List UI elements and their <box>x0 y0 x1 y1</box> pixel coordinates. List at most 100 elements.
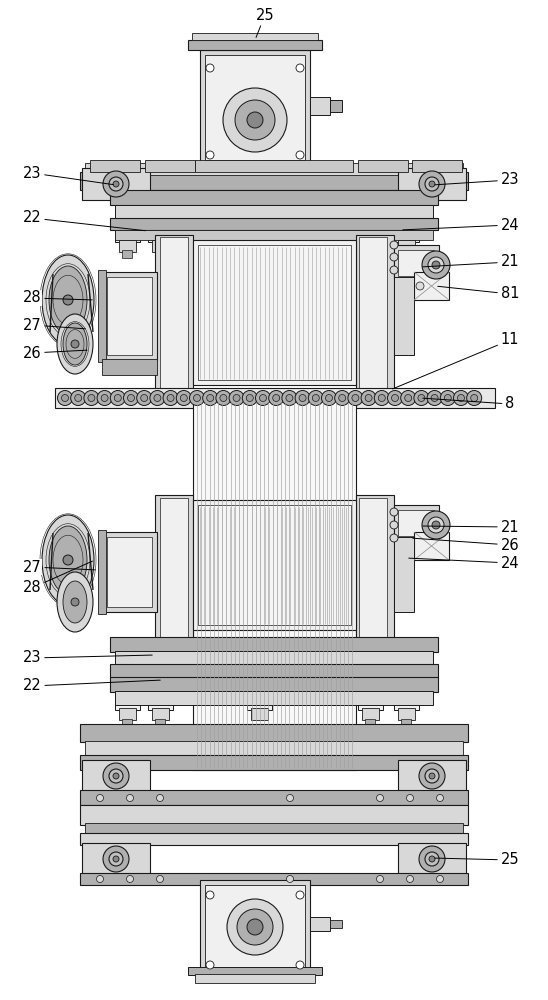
Bar <box>394 245 439 280</box>
Circle shape <box>255 390 271 406</box>
Circle shape <box>365 394 372 401</box>
Text: 28: 28 <box>22 561 93 595</box>
Bar <box>394 505 439 540</box>
Circle shape <box>429 856 435 862</box>
Circle shape <box>167 394 174 401</box>
Circle shape <box>136 390 152 406</box>
Circle shape <box>273 394 279 401</box>
Circle shape <box>223 88 287 152</box>
Bar <box>80 833 468 845</box>
Circle shape <box>109 177 123 191</box>
Bar <box>82 760 150 792</box>
Circle shape <box>339 394 346 401</box>
Bar <box>148 220 173 242</box>
Text: 23: 23 <box>435 172 520 188</box>
Text: 8: 8 <box>423 396 515 412</box>
Circle shape <box>63 555 73 565</box>
Circle shape <box>422 511 450 539</box>
Bar <box>98 530 106 614</box>
Bar <box>85 163 463 175</box>
Circle shape <box>390 266 398 274</box>
Bar <box>145 160 195 172</box>
Circle shape <box>427 390 442 406</box>
Bar <box>394 277 414 355</box>
Circle shape <box>287 794 294 802</box>
Bar <box>115 651 433 665</box>
Circle shape <box>150 390 165 406</box>
Circle shape <box>312 394 319 401</box>
Circle shape <box>471 394 478 401</box>
Bar <box>155 719 165 727</box>
Bar <box>90 160 140 172</box>
Bar <box>394 220 419 242</box>
Circle shape <box>242 390 258 406</box>
Bar <box>115 220 140 242</box>
Circle shape <box>374 390 389 406</box>
Circle shape <box>246 394 253 401</box>
Circle shape <box>422 251 450 279</box>
Text: 25: 25 <box>435 852 520 867</box>
Text: 26: 26 <box>22 346 87 360</box>
Bar <box>394 688 419 710</box>
Bar <box>401 250 411 258</box>
Circle shape <box>428 517 444 533</box>
Circle shape <box>63 295 73 305</box>
Circle shape <box>286 394 293 401</box>
Circle shape <box>440 390 455 406</box>
Circle shape <box>432 261 440 269</box>
Bar <box>195 974 315 983</box>
Bar <box>80 805 468 825</box>
Circle shape <box>437 794 443 802</box>
Circle shape <box>437 876 443 882</box>
Bar <box>251 708 268 720</box>
Bar <box>80 790 468 805</box>
Text: 21: 21 <box>423 520 520 534</box>
Circle shape <box>414 390 429 406</box>
Text: 22: 22 <box>22 678 160 694</box>
Bar <box>115 691 433 705</box>
Text: 23: 23 <box>23 650 152 666</box>
Bar <box>155 235 193 395</box>
Circle shape <box>207 394 214 401</box>
Bar <box>85 823 463 835</box>
Bar <box>401 719 411 727</box>
Bar <box>122 250 132 258</box>
Circle shape <box>220 394 227 401</box>
Bar <box>398 168 466 200</box>
Bar <box>247 220 272 242</box>
Bar <box>110 218 438 230</box>
Circle shape <box>128 394 134 401</box>
Bar <box>160 498 188 637</box>
Bar <box>412 160 462 172</box>
Bar <box>198 245 351 380</box>
Text: 28: 28 <box>22 290 92 306</box>
Circle shape <box>180 394 187 401</box>
Circle shape <box>419 763 445 789</box>
Circle shape <box>75 394 82 401</box>
Bar <box>107 277 152 355</box>
Ellipse shape <box>57 572 93 632</box>
Bar <box>155 495 193 640</box>
Circle shape <box>431 394 438 401</box>
Bar <box>200 880 310 975</box>
Circle shape <box>387 390 402 406</box>
Circle shape <box>287 876 294 882</box>
Bar <box>358 220 383 242</box>
Bar <box>330 920 342 928</box>
Circle shape <box>206 64 214 72</box>
Circle shape <box>390 241 398 249</box>
Bar <box>365 719 375 727</box>
Ellipse shape <box>57 314 93 374</box>
Bar <box>414 272 449 300</box>
Circle shape <box>269 390 284 406</box>
Circle shape <box>247 919 263 935</box>
Bar <box>330 100 342 112</box>
Circle shape <box>309 390 323 406</box>
Bar <box>85 741 463 756</box>
Ellipse shape <box>42 255 94 345</box>
Bar <box>193 500 356 630</box>
Bar <box>188 967 322 975</box>
Bar <box>115 205 433 220</box>
Circle shape <box>454 390 469 406</box>
Bar <box>247 688 272 710</box>
